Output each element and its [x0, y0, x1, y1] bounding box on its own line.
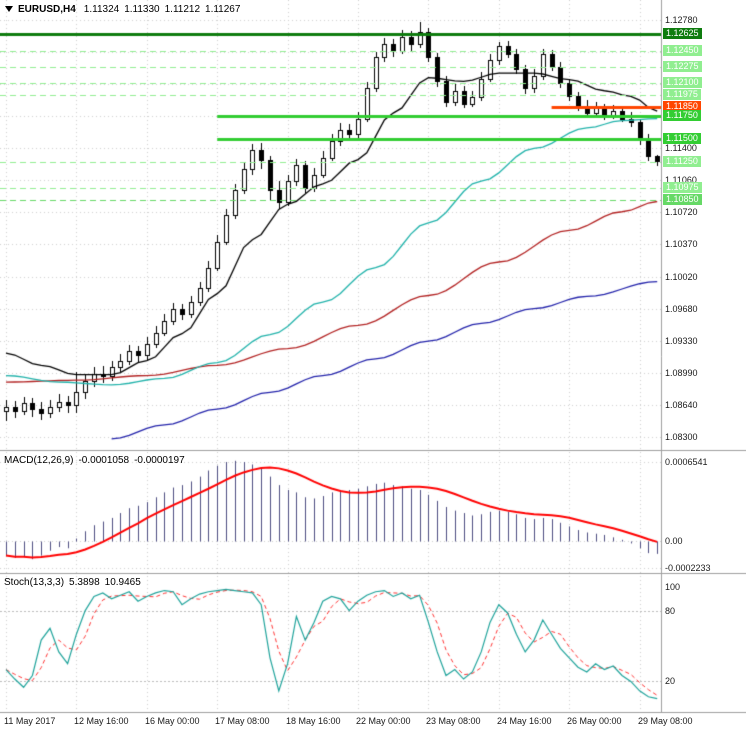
- price-axis[interactable]: [662, 0, 746, 712]
- time-axis[interactable]: [0, 713, 746, 731]
